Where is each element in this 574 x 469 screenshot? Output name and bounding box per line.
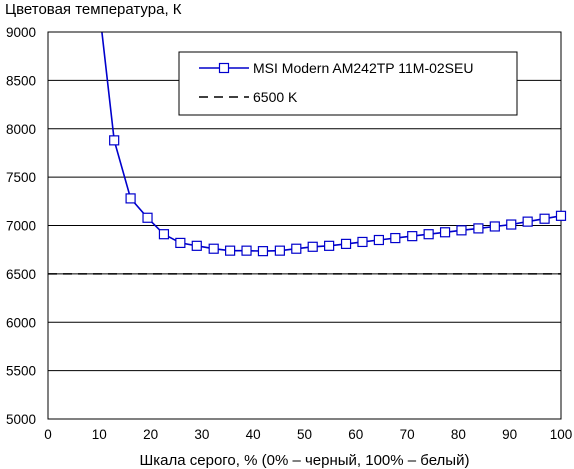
point-msi-22	[473, 223, 484, 234]
point-msi-10	[274, 245, 285, 256]
point-msi-13	[324, 240, 335, 251]
x-tick-60: 60	[348, 427, 363, 442]
x-tick-70: 70	[400, 427, 415, 442]
y-tick-7000: 7000	[6, 219, 36, 234]
point-msi-7	[225, 245, 236, 256]
y-tick-6000: 6000	[6, 315, 36, 330]
y-tick-8000: 8000	[6, 122, 36, 137]
legend-box	[178, 51, 518, 116]
point-msi-17	[390, 232, 401, 244]
point-msi-14	[340, 238, 352, 249]
y-tick-7500: 7500	[6, 170, 36, 185]
x-axis-title: Шкала серого, % (0% – черный, 100% – бел…	[140, 452, 470, 469]
point-msi-21	[456, 225, 467, 236]
point-msi-25	[522, 216, 533, 227]
point-msi-9	[257, 246, 269, 257]
point-msi-18	[407, 231, 418, 242]
point-msi-5	[191, 240, 202, 251]
y-tick-9000: 9000	[6, 25, 36, 40]
point-msi-12	[307, 241, 318, 252]
point-msi-24	[506, 219, 517, 230]
legend-label-6500k: 6500 K	[253, 89, 298, 105]
point-msi-2	[142, 212, 153, 223]
legend-marker-msi	[218, 62, 230, 74]
point-msi-3	[158, 229, 170, 240]
y-tick-5500: 5500	[6, 364, 36, 379]
x-tick-10: 10	[92, 427, 107, 442]
point-msi-26	[539, 213, 550, 224]
point-msi-23	[489, 221, 500, 232]
point-msi-27	[555, 210, 567, 221]
legend: MSI Modern AM242TP 11M-02SEU 6500 K	[178, 51, 518, 116]
point-msi-19	[423, 229, 434, 240]
point-msi-16	[373, 234, 384, 246]
point-msi-0	[109, 135, 120, 146]
y-tick-5000: 5000	[6, 412, 36, 427]
x-tick-80: 80	[451, 427, 466, 442]
legend-label-msi: MSI Modern AM242TP 11M-02SEU	[253, 60, 473, 76]
point-msi-15	[357, 236, 368, 248]
grid-lines	[48, 79, 561, 372]
y-tick-6500: 6500	[6, 267, 36, 282]
point-msi-4	[175, 237, 186, 249]
x-tick-100: 100	[550, 427, 573, 442]
x-tick-50: 50	[297, 427, 312, 442]
x-tick-labels: 0 10 20 30 40 50 60 70 80 90 100	[44, 427, 572, 442]
point-msi-20	[439, 227, 451, 238]
x-tick-0: 0	[44, 427, 52, 442]
y-tick-labels: 5000 5500 6000 6500 7000 7500 8000 8500 9000	[6, 25, 36, 427]
x-tick-20: 20	[143, 427, 158, 442]
x-tick-90: 90	[502, 427, 517, 442]
point-msi-1	[125, 193, 136, 204]
point-msi-11	[291, 243, 302, 254]
x-tick-30: 30	[194, 427, 209, 442]
point-msi-8	[241, 245, 252, 256]
plot-area-frame	[47, 31, 562, 420]
y-tick-8500: 8500	[6, 73, 36, 88]
x-tick-40: 40	[246, 427, 261, 442]
point-msi-6	[208, 243, 219, 254]
series-markers	[109, 135, 567, 257]
y-axis-title: Цветовая температура, К	[5, 1, 182, 18]
